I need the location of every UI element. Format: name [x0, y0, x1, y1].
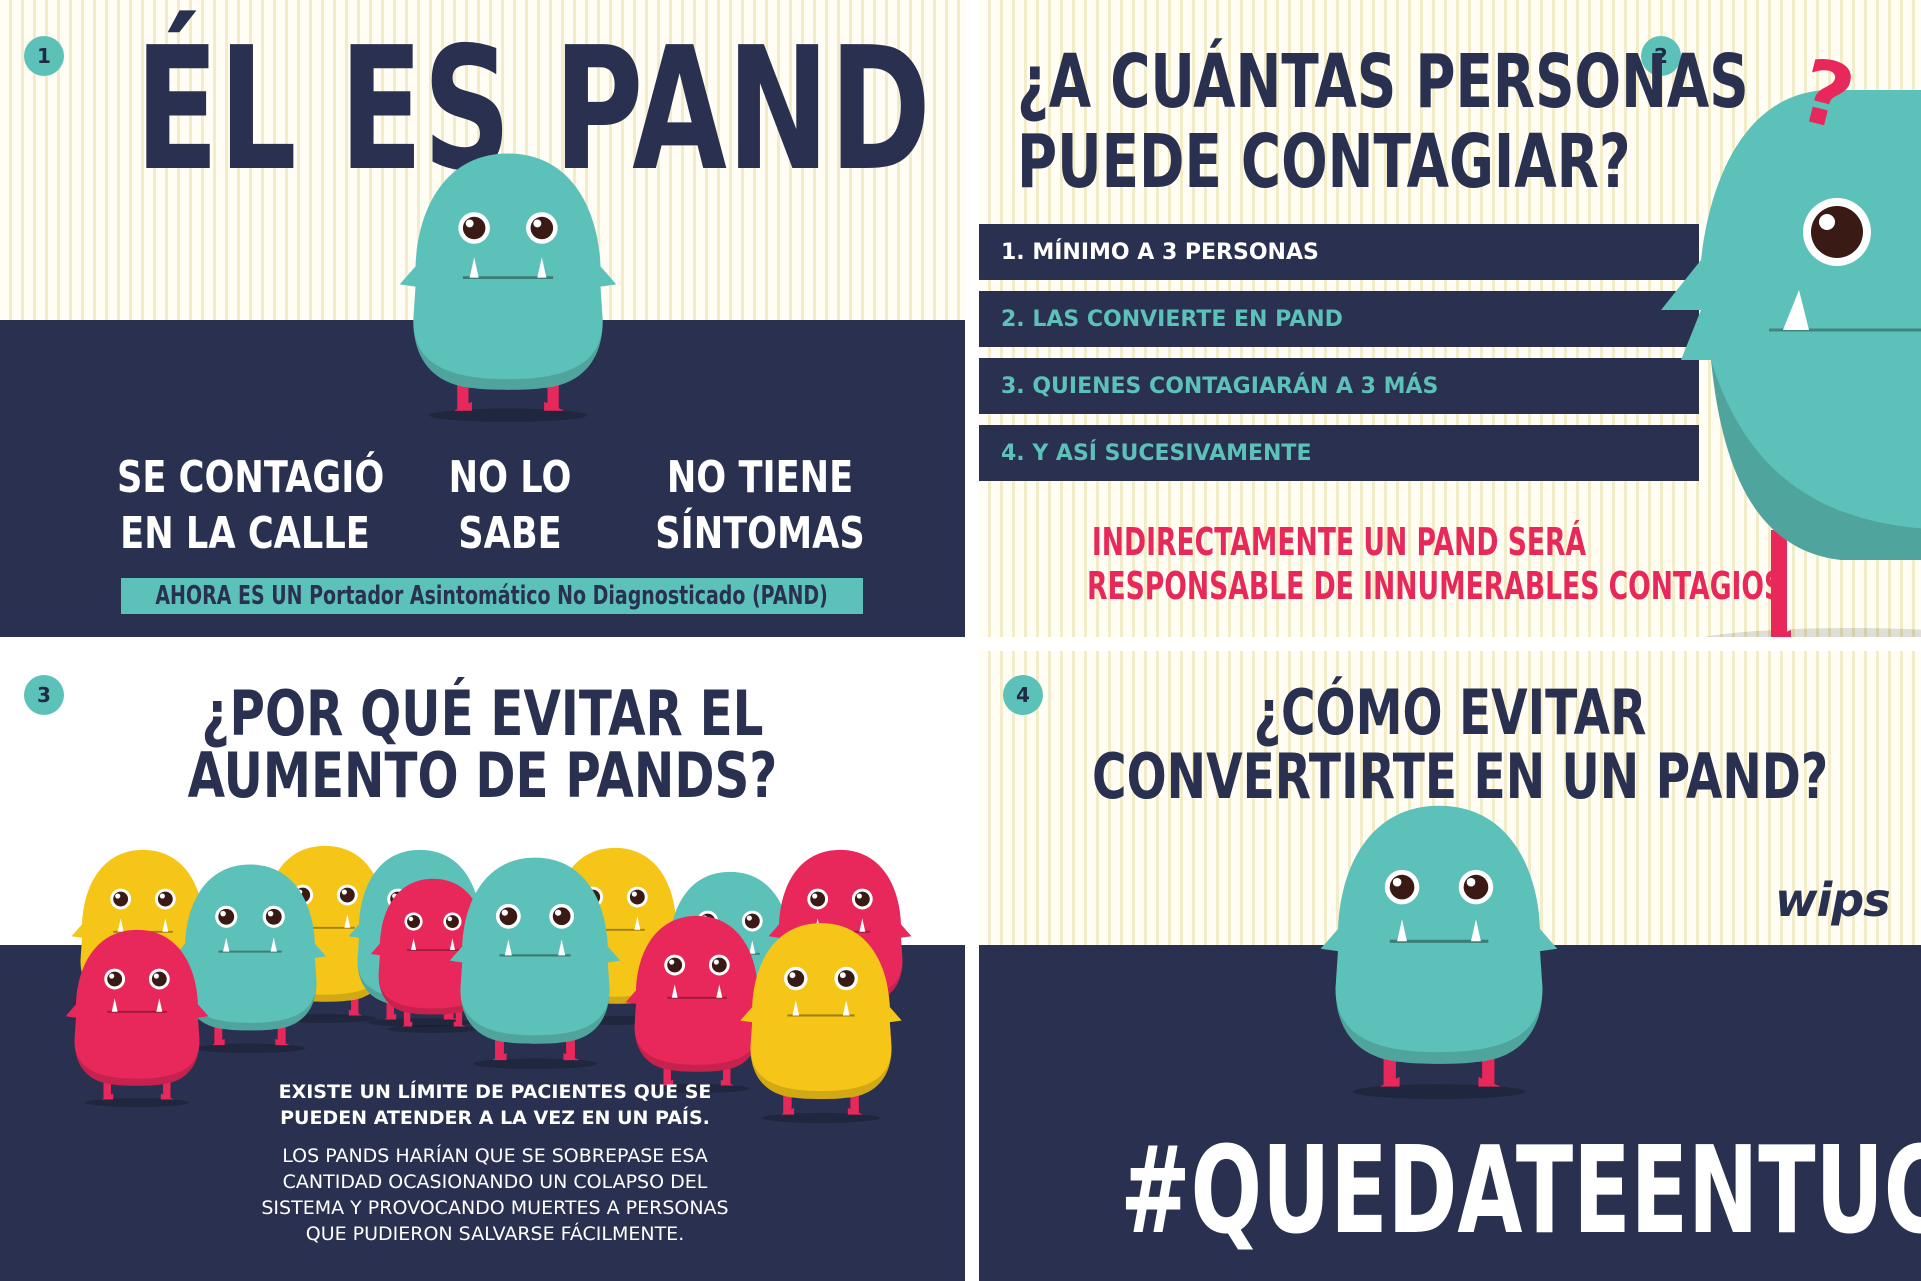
panel-1-col-2: NO LO SABE	[414, 450, 606, 562]
col-3-line-1: NO TIENE	[666, 452, 854, 503]
list-item-2: 2. LAS CONVIERTE EN PAND	[979, 291, 1699, 347]
panel-1: 1 ÉL ES PAND SE CONTAGIÓ EN LA CALLE NO …	[0, 0, 965, 637]
pand-monster-icon	[445, 847, 625, 1069]
panel-number-badge: 3	[24, 675, 64, 715]
panel-3-title: ¿POR QUÉ EVITAR EL AUMENTO DE PANDS?	[0, 683, 965, 807]
panel-4-title-line-1: ¿CÓMO EVITAR	[1253, 676, 1647, 749]
panel-2-title-line-2: PUEDE CONTAGIAR?	[1017, 119, 1631, 205]
body-line-4: QUE PUDIERON SALVARSE FÁCILMENTE.	[305, 1223, 685, 1245]
hashtag: #QUEDATEENTUCASA	[1120, 1122, 1921, 1261]
bold-line-2: PUEDEN ATENDER A LA VEZ EN UN PAÍS.	[280, 1107, 710, 1129]
panel-3-title-line-1: ¿POR QUÉ EVITAR EL	[201, 677, 764, 750]
panel-3: 3 ¿POR QUÉ EVITAR EL AUMENTO DE PANDS? E…	[0, 651, 965, 1281]
list-item-label: 3. QUIENES CONTAGIARÁN A 3 MÁS	[1001, 373, 1439, 399]
panel-1-col-3: NO TIENE SÍNTOMAS	[640, 450, 880, 562]
pand-monster-icon	[380, 140, 636, 422]
body-line-2: CANTIDAD OCASIONANDO UN COLAPSO DEL	[282, 1171, 708, 1193]
panel-4-title: ¿CÓMO EVITAR CONVERTIRTE EN UN PAND?	[979, 681, 1921, 809]
col-1-line-1: SE CONTAGIÓ	[117, 452, 385, 503]
panel-2: 2 ¿A CUÁNTAS PERSONAS PUEDE CONTAGIAR? 1…	[979, 0, 1921, 637]
col-2-line-1: NO LO	[448, 452, 572, 503]
list-item-label: 2. LAS CONVIERTE EN PAND	[1001, 306, 1343, 332]
banner-text: AHORA ES UN Portador Asintomático No Dia…	[155, 581, 829, 611]
panel-2-title: ¿A CUÁNTAS PERSONAS PUEDE CONTAGIAR?	[1017, 42, 1921, 202]
list-item-1: 1. MÍNIMO A 3 PERSONAS	[979, 224, 1699, 280]
bold-line-1: EXISTE UN LÍMITE DE PACIENTES QUE SE	[278, 1081, 712, 1103]
panel-4: 4 ¿CÓMO EVITAR CONVERTIRTE EN UN PAND? w…	[979, 651, 1921, 1281]
panel-number-badge: 4	[1003, 675, 1043, 715]
big-monster-icon	[1661, 90, 1921, 637]
col-3-line-2: SÍNTOMAS	[655, 508, 865, 559]
panel-number-badge: 1	[24, 36, 64, 76]
col-2-line-2: SABE	[458, 508, 562, 559]
panel-2-title-line-1: ¿A CUÁNTAS PERSONAS	[1017, 39, 1749, 125]
panel-3-body-text: LOS PANDS HARÍAN QUE SE SOBREPASE ESA CA…	[0, 1143, 965, 1247]
panel-3-title-line-2: AUMENTO DE PANDS?	[187, 739, 778, 812]
body-line-3: SISTEMA Y PROVOCANDO MUERTES A PERSONAS	[261, 1197, 729, 1219]
panel-number-badge: 2	[1641, 36, 1681, 76]
list-item-3: 3. QUIENES CONTAGIARÁN A 3 MÁS	[979, 358, 1699, 414]
panel-1-col-1: SE CONTAGIÓ EN LA CALLE	[117, 450, 385, 562]
wips-logo: wips	[1775, 873, 1891, 927]
panel-2-footer-line-2: RESPONSABLE DE INNUMERABLES CONTAGIOS	[1087, 564, 1784, 608]
list-item-label: 4. Y ASÍ SUCESIVAMENTE	[1001, 440, 1312, 466]
panel-1-banner: AHORA ES UN Portador Asintomático No Dia…	[121, 578, 863, 614]
body-line-1: LOS PANDS HARÍAN QUE SE SOBREPASE ESA	[282, 1145, 708, 1167]
list-item-label: 1. MÍNIMO A 3 PERSONAS	[1001, 239, 1319, 265]
list-item-4: 4. Y ASÍ SUCESIVAMENTE	[979, 425, 1699, 481]
panel-3-bold-text: EXISTE UN LÍMITE DE PACIENTES QUE SE PUE…	[0, 1079, 965, 1131]
panel-4-title-line-2: CONVERTIRTE EN UN PAND?	[1092, 740, 1829, 813]
panel-2-footer-line-1: INDIRECTAMENTE UN PAND SERÁ	[1091, 520, 1587, 564]
pand-monster-icon	[1309, 791, 1569, 1099]
col-1-line-2: EN LA CALLE	[120, 508, 370, 559]
panel-2-footer: INDIRECTAMENTE UN PAND SERÁ RESPONSABLE …	[979, 520, 1784, 608]
